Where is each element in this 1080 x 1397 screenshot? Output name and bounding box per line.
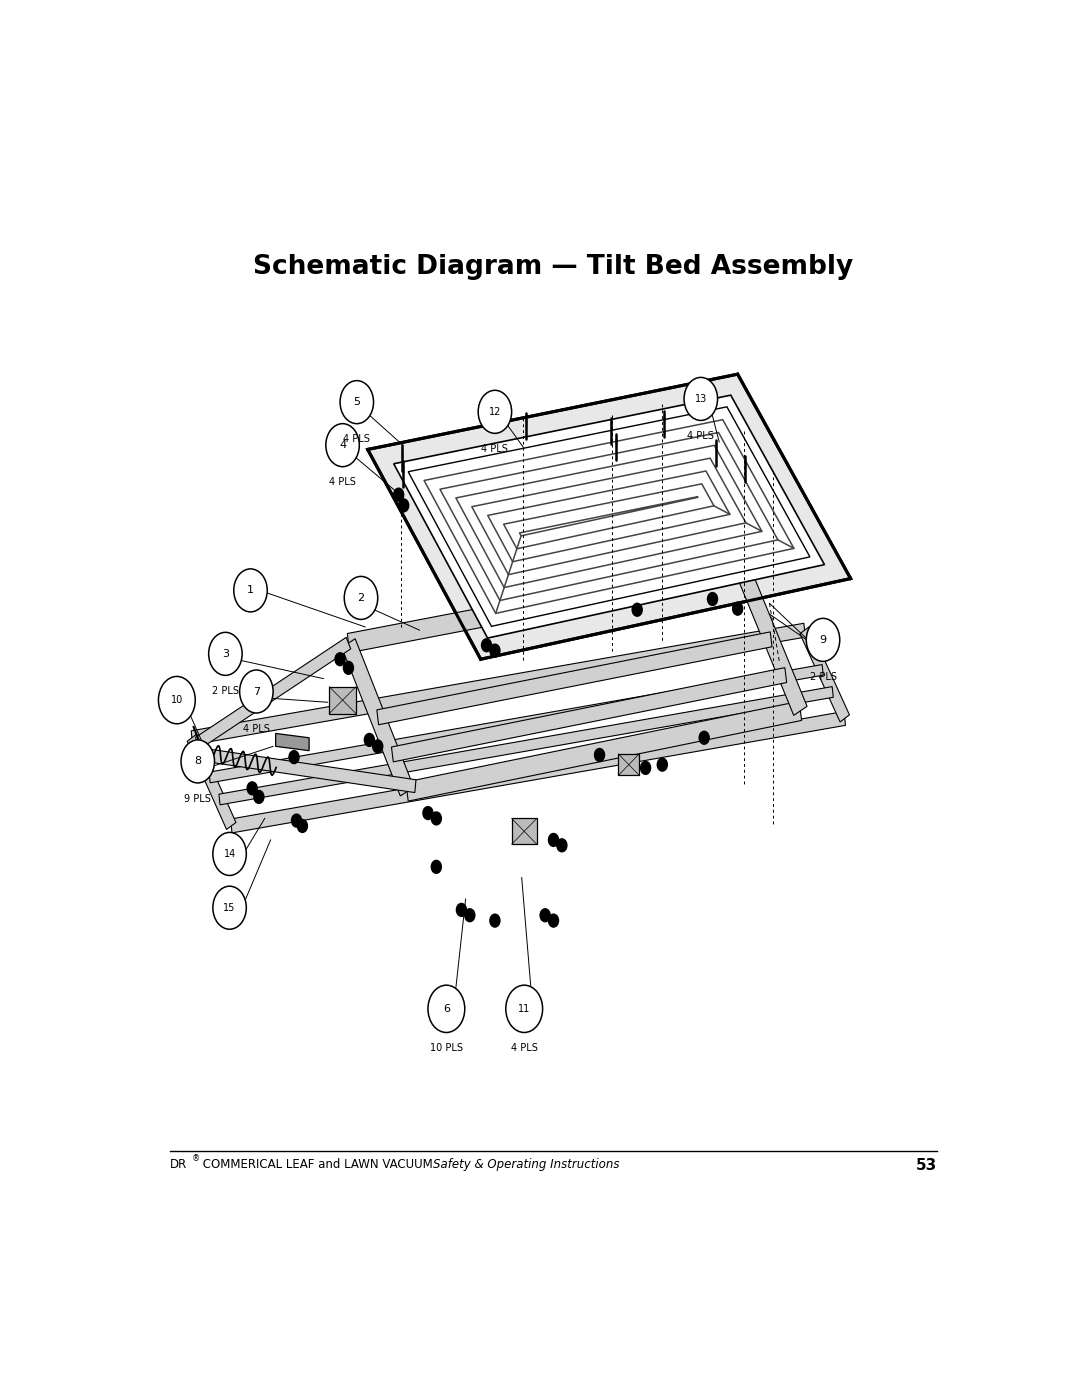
Polygon shape	[408, 407, 810, 626]
Circle shape	[557, 838, 567, 852]
Circle shape	[658, 759, 667, 771]
Text: 7: 7	[253, 686, 260, 697]
Circle shape	[428, 985, 464, 1032]
Circle shape	[732, 602, 743, 615]
Circle shape	[297, 820, 308, 833]
Text: 3: 3	[221, 648, 229, 659]
Circle shape	[208, 633, 242, 675]
Text: 10: 10	[171, 696, 183, 705]
Text: COMMERICAL LEAF and LAWN VACUUM: COMMERICAL LEAF and LAWN VACUUM	[199, 1158, 436, 1171]
Circle shape	[707, 592, 717, 605]
Circle shape	[289, 750, 299, 764]
Text: 9 PLS: 9 PLS	[185, 793, 212, 803]
Polygon shape	[512, 819, 537, 844]
Circle shape	[482, 638, 491, 652]
Polygon shape	[219, 686, 834, 805]
Circle shape	[213, 886, 246, 929]
Text: 12: 12	[489, 407, 501, 416]
Polygon shape	[329, 687, 356, 714]
Text: 2 PLS: 2 PLS	[810, 672, 837, 682]
Text: 8: 8	[194, 756, 201, 767]
Text: 10 PLS: 10 PLS	[430, 1044, 463, 1053]
Polygon shape	[394, 395, 824, 638]
Polygon shape	[348, 559, 743, 652]
Polygon shape	[377, 631, 772, 725]
Text: 4 PLS: 4 PLS	[343, 434, 370, 444]
Circle shape	[684, 377, 717, 420]
Circle shape	[549, 914, 558, 928]
Polygon shape	[210, 665, 823, 782]
Text: 5: 5	[353, 397, 361, 407]
Circle shape	[699, 731, 710, 745]
Text: 6: 6	[443, 1004, 450, 1014]
Text: 4: 4	[339, 440, 346, 450]
Circle shape	[233, 569, 267, 612]
Text: 4 PLS: 4 PLS	[687, 432, 714, 441]
Text: 4 PLS: 4 PLS	[482, 444, 509, 454]
Polygon shape	[275, 733, 309, 750]
Text: 9: 9	[820, 634, 826, 645]
Text: ®: ®	[192, 1154, 200, 1164]
Circle shape	[159, 676, 195, 724]
Text: Schematic Diagram — Tilt Bed Assembly: Schematic Diagram — Tilt Bed Assembly	[254, 254, 853, 279]
Circle shape	[364, 733, 375, 746]
Circle shape	[505, 985, 542, 1032]
Circle shape	[540, 909, 550, 922]
Text: 13: 13	[694, 394, 707, 404]
Circle shape	[373, 740, 382, 753]
Circle shape	[431, 861, 442, 873]
Text: 4 PLS: 4 PLS	[243, 724, 270, 733]
Polygon shape	[195, 637, 351, 749]
Circle shape	[247, 782, 257, 795]
Circle shape	[423, 806, 433, 820]
Polygon shape	[341, 638, 414, 796]
Polygon shape	[230, 711, 846, 833]
Circle shape	[549, 834, 558, 847]
Circle shape	[399, 499, 408, 511]
Circle shape	[181, 740, 215, 782]
Polygon shape	[391, 668, 786, 761]
Circle shape	[457, 904, 467, 916]
Text: 15: 15	[224, 902, 235, 912]
Polygon shape	[198, 747, 416, 792]
Text: 2 PLS: 2 PLS	[212, 686, 239, 696]
Circle shape	[213, 833, 246, 876]
Circle shape	[326, 423, 360, 467]
Polygon shape	[191, 623, 806, 745]
Circle shape	[343, 661, 353, 675]
Text: 4 PLS: 4 PLS	[511, 1044, 538, 1053]
Circle shape	[254, 791, 264, 803]
Circle shape	[240, 671, 273, 712]
Circle shape	[490, 644, 500, 657]
Circle shape	[594, 749, 605, 761]
Circle shape	[345, 577, 378, 619]
Text: 11: 11	[518, 1004, 530, 1014]
Polygon shape	[800, 627, 850, 722]
Text: 4 PLS: 4 PLS	[329, 478, 356, 488]
Circle shape	[464, 909, 475, 922]
Circle shape	[393, 488, 404, 502]
Circle shape	[431, 812, 442, 824]
Circle shape	[292, 814, 301, 827]
Text: 53: 53	[916, 1158, 936, 1173]
Text: 14: 14	[224, 849, 235, 859]
Text: DR: DR	[171, 1158, 188, 1171]
Circle shape	[335, 652, 346, 666]
Circle shape	[640, 761, 650, 774]
Text: 2: 2	[357, 592, 365, 604]
Text: 1: 1	[247, 585, 254, 595]
Circle shape	[807, 619, 840, 661]
Circle shape	[340, 380, 374, 423]
Polygon shape	[187, 735, 235, 830]
Circle shape	[490, 914, 500, 928]
Polygon shape	[735, 563, 807, 715]
Polygon shape	[406, 701, 801, 800]
Circle shape	[478, 390, 512, 433]
Polygon shape	[619, 754, 639, 775]
Text: Safety & Operating Instructions: Safety & Operating Instructions	[433, 1158, 620, 1171]
Circle shape	[632, 604, 643, 616]
Polygon shape	[367, 374, 851, 659]
